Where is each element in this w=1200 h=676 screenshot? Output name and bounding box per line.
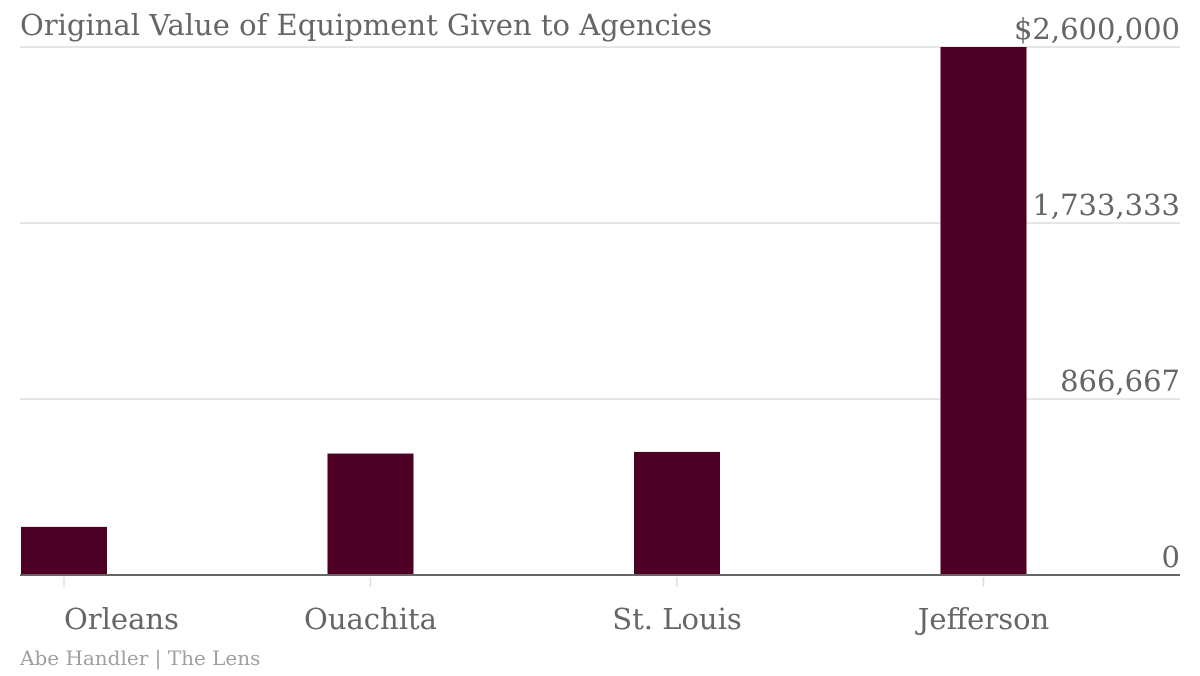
x-tick-label: Jefferson: [915, 602, 1049, 636]
chart-credit: Abe Handler | The Lens: [20, 646, 261, 670]
bar-orleans: [21, 526, 107, 575]
chart-title: Original Value of Equipment Given to Age…: [20, 8, 713, 42]
y-tick-label: 866,667: [1060, 364, 1180, 398]
y-tick-label: $2,600,000: [1014, 12, 1180, 46]
bar-st-louis: [634, 451, 720, 575]
x-tick-label: Orleans: [64, 602, 179, 636]
x-tick-label: Ouachita: [304, 602, 437, 636]
bar-jefferson: [940, 47, 1027, 575]
bar-ouachita: [327, 453, 414, 575]
x-tick-label: St. Louis: [612, 602, 742, 636]
y-tick-label: 0: [1162, 540, 1180, 574]
y-tick-label: 1,733,333: [1032, 188, 1180, 222]
